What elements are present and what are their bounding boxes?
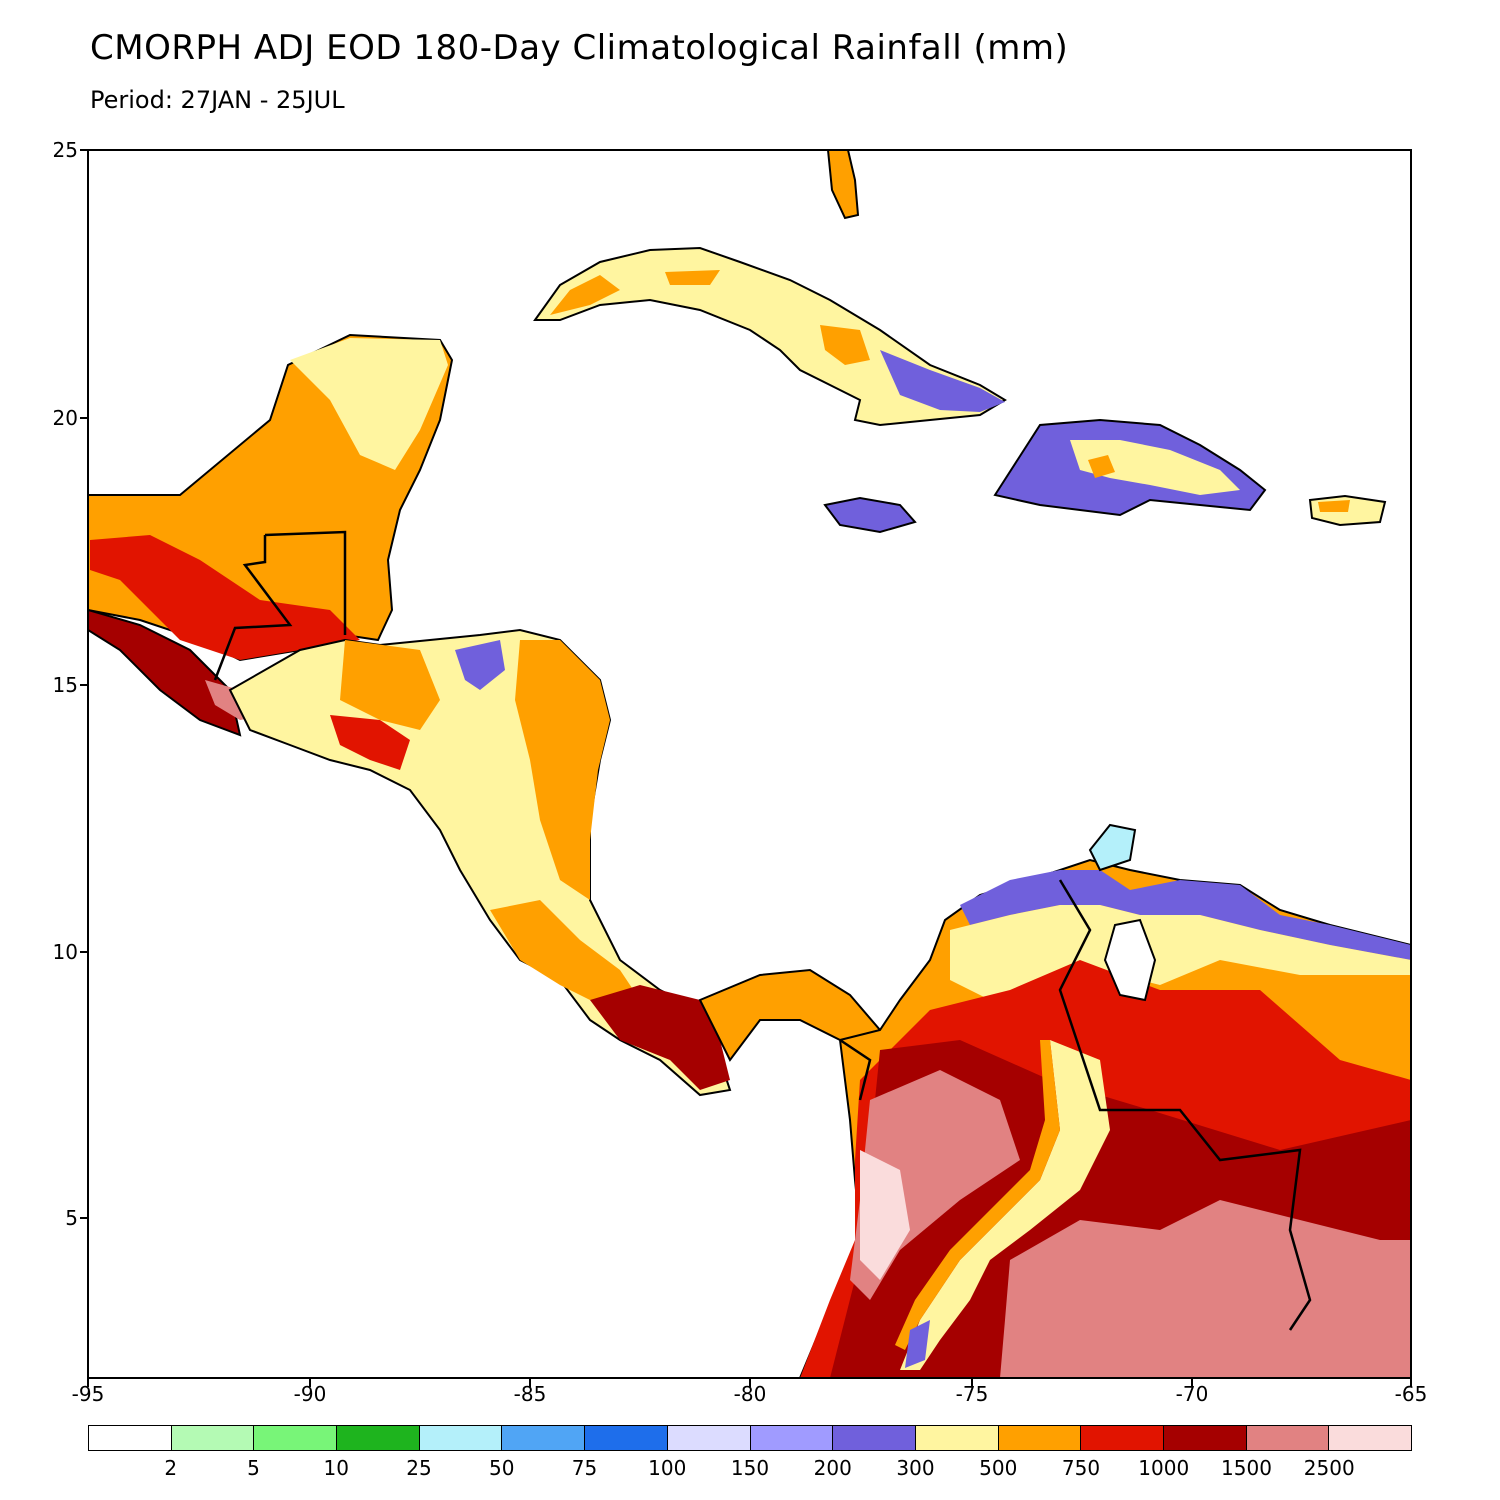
period-subtitle: Period: 27JAN - 25JUL: [90, 86, 345, 114]
legend-swatch: [1163, 1426, 1247, 1450]
y-tick-label: 10: [52, 940, 78, 964]
legend-label: 75: [571, 1456, 598, 1480]
legend-swatch: [585, 1426, 668, 1450]
legend-swatch: [1246, 1426, 1330, 1450]
puerto-rico-orange: [1318, 500, 1350, 512]
map-title: CMORPH ADJ EOD 180-Day Climatological Ra…: [90, 28, 1069, 68]
panama-red: [590, 985, 730, 1090]
andes-orange-edge: [895, 1040, 1060, 1350]
x-tick-label: -80: [733, 1382, 767, 1406]
costa-rica-orange: [490, 900, 640, 1005]
legend-swatch: [915, 1426, 999, 1450]
legend-label: 10: [323, 1456, 349, 1480]
legend-label: 25: [406, 1456, 432, 1480]
cuba-orange-patches: [550, 270, 870, 365]
axis-ticks: [80, 149, 1412, 1387]
x-tick-label: -95: [71, 1382, 105, 1406]
honduras-orange: [340, 640, 440, 730]
elsalvador-red: [330, 715, 410, 770]
legend-label: 300: [896, 1456, 935, 1480]
hispaniola-yellow: [1070, 440, 1240, 495]
legend-swatch: [419, 1426, 503, 1450]
guajira-lightblue: [1088, 823, 1137, 872]
legend-label: 100: [648, 1456, 687, 1480]
border-colombia-venezuela: [1058, 879, 1312, 1331]
legend-swatch: [337, 1426, 420, 1450]
yucatan-light: [290, 338, 448, 470]
legend-label: 500: [979, 1456, 1018, 1480]
legend-swatch: [1081, 1426, 1164, 1450]
legend-swatch: [254, 1426, 338, 1450]
venezuela-coast-yellow: [950, 905, 1411, 1000]
color-legend-bar: [88, 1425, 1412, 1451]
honduras-blue: [455, 640, 505, 690]
x-tick-label: -90: [293, 1382, 327, 1406]
y-tick-label: 25: [52, 138, 78, 162]
y-tick-label: 20: [52, 406, 78, 430]
legend-label: 1000: [1138, 1456, 1190, 1480]
legend-label: 150: [730, 1456, 770, 1480]
legend-swatch: [89, 1426, 172, 1450]
guatemala-red: [90, 535, 360, 660]
pacific-lightpink: [860, 1150, 910, 1280]
mexico-pacific-coast: [88, 608, 242, 737]
andes-yellow-band: [900, 1040, 1110, 1370]
legend-label: 5: [247, 1456, 260, 1480]
x-tick-label: -65: [1394, 1382, 1428, 1406]
landmass-cuba: [533, 246, 1007, 427]
y-tick-label: 5: [65, 1206, 78, 1230]
legend-swatch: [502, 1426, 586, 1450]
x-tick-label: -85: [513, 1382, 547, 1406]
legend-swatch: [1329, 1426, 1411, 1450]
amazon-pink: [1000, 1200, 1411, 1378]
x-tick-label: -75: [955, 1382, 989, 1406]
border-guatemala: [213, 530, 347, 681]
legend-label: 200: [813, 1456, 852, 1480]
legend-swatch: [833, 1426, 916, 1450]
cuba-east-blue: [880, 350, 1005, 412]
legend-swatch: [750, 1426, 834, 1450]
hispaniola-orange: [1088, 455, 1115, 478]
border-panama-colombia: [839, 1038, 872, 1101]
landmass-jamaica: [823, 496, 917, 534]
maracaibo-lake: [1103, 918, 1157, 1002]
legend-label: 2: [164, 1456, 178, 1480]
legend-label: 50: [489, 1456, 515, 1480]
landmass-florida: [826, 150, 860, 220]
legend-label: 1500: [1221, 1456, 1272, 1480]
legend-label: 750: [1061, 1456, 1101, 1480]
legend-swatch: [171, 1426, 255, 1450]
legend-swatch: [998, 1426, 1082, 1450]
x-tick-label: -70: [1175, 1382, 1209, 1406]
y-tick-label: 15: [52, 673, 78, 697]
nicaragua-caribbean-orange: [515, 640, 610, 900]
legend-swatch: [667, 1426, 751, 1450]
andes-blue-spot: [905, 1320, 930, 1368]
legend-label: 2500: [1303, 1456, 1355, 1480]
